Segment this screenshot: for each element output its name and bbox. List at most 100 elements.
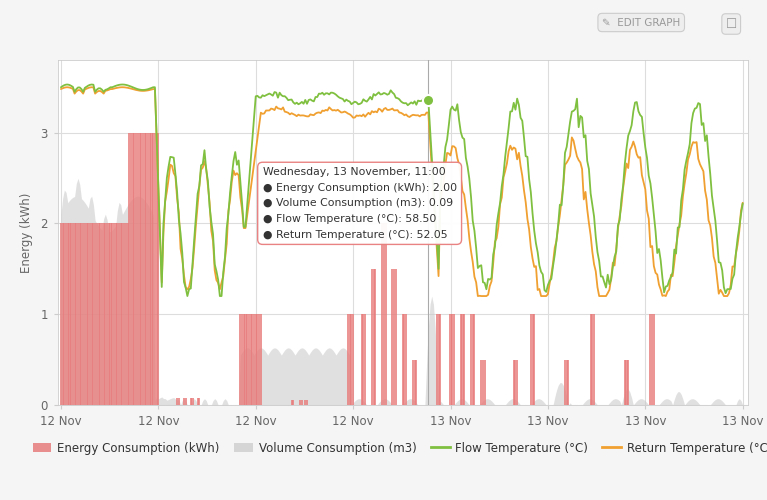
Bar — [199, 398, 200, 405]
Bar — [291, 400, 293, 405]
Bar — [258, 314, 260, 405]
Bar — [393, 269, 395, 405]
Bar — [472, 314, 474, 405]
Bar — [625, 360, 627, 405]
Bar — [532, 314, 534, 405]
Bar — [252, 314, 253, 405]
Bar — [104, 224, 107, 405]
Bar — [627, 360, 629, 405]
Legend: Energy Consumption (kWh), Volume Consumption (m3), Flow Temperature (°C), Return: Energy Consumption (kWh), Volume Consump… — [28, 437, 767, 460]
Bar — [564, 360, 566, 405]
Bar — [192, 398, 193, 405]
Bar — [383, 224, 385, 405]
Bar — [371, 269, 373, 405]
Bar — [139, 132, 140, 405]
Bar — [449, 314, 452, 405]
Bar — [515, 360, 516, 405]
Bar — [107, 224, 110, 405]
Bar — [121, 224, 123, 405]
Bar — [362, 314, 364, 405]
Bar — [77, 224, 79, 405]
Bar — [196, 398, 199, 405]
Bar — [530, 314, 532, 405]
Bar — [132, 132, 133, 405]
Bar — [87, 224, 89, 405]
Bar — [183, 398, 185, 405]
Bar — [89, 224, 91, 405]
Bar — [304, 400, 306, 405]
Bar — [255, 314, 257, 405]
Bar — [176, 398, 178, 405]
Bar — [373, 269, 374, 405]
Y-axis label: Energy (kWh): Energy (kWh) — [21, 192, 33, 272]
Bar — [60, 224, 62, 405]
Bar — [292, 400, 295, 405]
Bar — [395, 269, 397, 405]
Bar — [147, 132, 149, 405]
Bar — [239, 314, 242, 405]
Bar — [82, 224, 84, 405]
Bar — [117, 224, 118, 405]
Bar — [459, 314, 462, 405]
Bar — [61, 224, 64, 405]
Bar — [189, 398, 192, 405]
Bar — [533, 314, 535, 405]
Bar — [439, 314, 441, 405]
Bar — [91, 224, 93, 405]
Bar — [114, 224, 117, 405]
Bar — [245, 314, 246, 405]
Bar — [154, 132, 156, 405]
Bar — [99, 224, 101, 405]
Bar — [120, 224, 122, 405]
Text: Wednesday, 13 November, 11:00
● Energy Consumption (kWh): 2.00
● Volume Consumpt: Wednesday, 13 November, 11:00 ● Energy C… — [262, 167, 456, 240]
Bar — [349, 314, 351, 405]
Bar — [156, 132, 158, 405]
Bar — [142, 132, 144, 405]
Bar — [137, 132, 139, 405]
Bar — [70, 224, 72, 405]
Bar — [374, 269, 377, 405]
Bar — [249, 314, 252, 405]
Bar — [106, 224, 108, 405]
Text: ✎  EDIT GRAPH: ✎ EDIT GRAPH — [602, 18, 680, 28]
Bar — [624, 360, 626, 405]
Bar — [462, 314, 463, 405]
Bar — [103, 224, 104, 405]
Bar — [352, 314, 354, 405]
Bar — [568, 360, 569, 405]
Bar — [130, 132, 132, 405]
Bar — [178, 398, 180, 405]
Bar — [241, 314, 243, 405]
Bar — [260, 314, 262, 405]
Bar — [413, 360, 416, 405]
Bar — [364, 314, 366, 405]
Bar — [403, 314, 406, 405]
Bar — [512, 360, 515, 405]
Bar — [256, 314, 258, 405]
Bar — [351, 314, 353, 405]
Bar — [96, 224, 98, 405]
Bar — [123, 224, 125, 405]
Text: ☐: ☐ — [726, 18, 737, 30]
Bar — [347, 314, 349, 405]
Bar — [516, 360, 518, 405]
Bar — [253, 314, 255, 405]
Bar — [92, 224, 94, 405]
Bar — [185, 398, 186, 405]
Bar — [246, 314, 249, 405]
Bar — [566, 360, 568, 405]
Bar — [453, 314, 455, 405]
Bar — [146, 132, 147, 405]
Bar — [135, 132, 137, 405]
Bar — [74, 224, 76, 405]
Bar — [653, 314, 655, 405]
Bar — [248, 314, 250, 405]
Bar — [299, 400, 301, 405]
Bar — [360, 314, 363, 405]
Bar — [412, 360, 414, 405]
Bar — [86, 224, 87, 405]
Bar — [473, 314, 476, 405]
Bar — [157, 132, 160, 405]
Bar — [384, 224, 387, 405]
Bar — [101, 224, 103, 405]
